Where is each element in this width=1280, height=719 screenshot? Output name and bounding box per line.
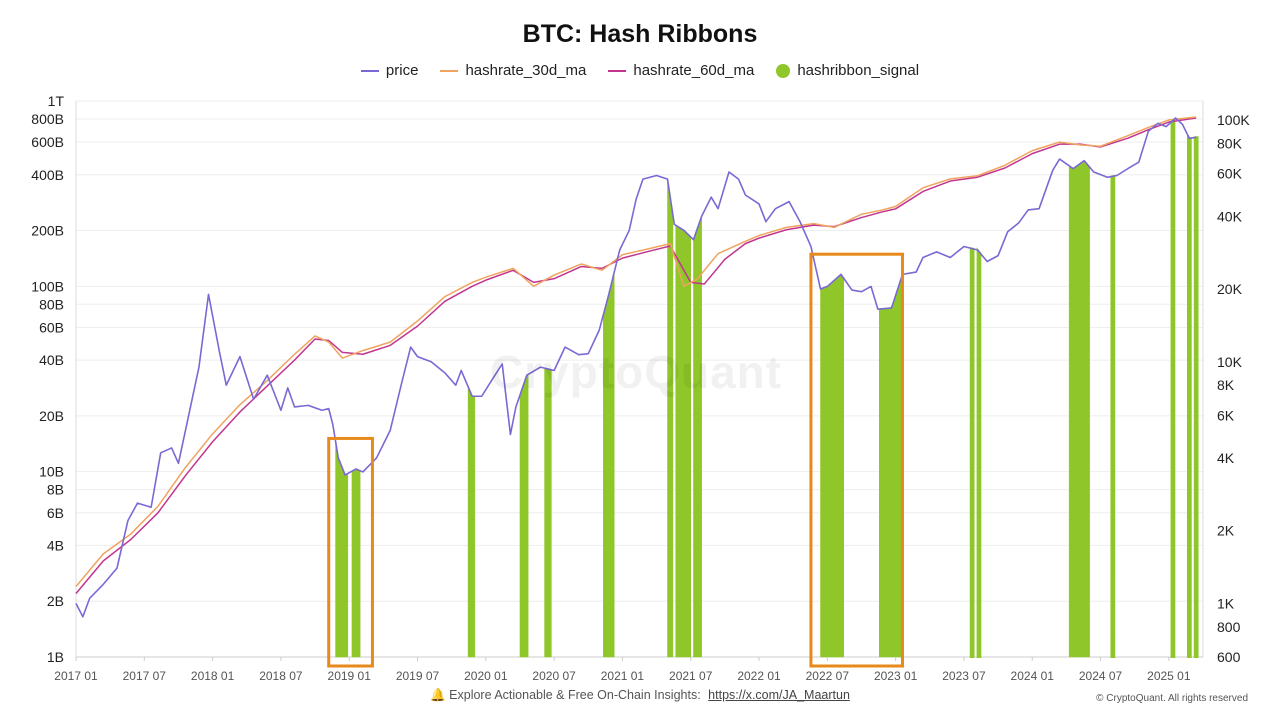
hashribbon-signal-bar (976, 247, 982, 658)
hashribbon-signal-bar (544, 367, 552, 658)
hashrate-60d-swatch (608, 69, 627, 72)
highlight-box (327, 436, 374, 668)
legend-item-price[interactable]: price (360, 62, 419, 79)
legend-label: hashrate_30d_ma (465, 62, 587, 79)
footer-text: Explore Actionable & Free On-Chain Insig… (449, 688, 701, 702)
x-tick-label: 2017 07 (123, 669, 167, 683)
right-tick-label: 800 (1217, 619, 1241, 635)
right-tick-label: 4K (1217, 450, 1235, 466)
left-tick-label: 2B (47, 593, 64, 609)
price-swatch (360, 69, 379, 72)
x-tick-label: 2025 01 (1147, 669, 1191, 683)
right-tick-label: 8K (1217, 377, 1235, 393)
legend-label: hashrate_60d_ma (633, 62, 755, 79)
right-tick-label: 80K (1217, 136, 1243, 152)
series-line-hashrate-30d-ma (75, 116, 1197, 588)
x-tick-label: 2018 07 (259, 669, 303, 683)
legend-item-hashrate-60d[interactable]: hashrate_60d_ma (608, 62, 754, 79)
hashribbon-signal-bar (603, 272, 615, 658)
left-tick-label: 60B (39, 319, 64, 335)
x-tick-label: 2022 01 (737, 669, 781, 683)
hashribbon-signal-bar (1170, 117, 1176, 658)
x-tick-label: 2019 07 (396, 669, 440, 683)
x-tick-label: 2019 01 (328, 669, 372, 683)
right-tick-label: 6K (1217, 407, 1235, 423)
right-tick-label: 1K (1217, 595, 1235, 611)
legend: price hashrate_30d_ma hashrate_60d_ma ha… (0, 62, 1280, 79)
left-tick-label: 1T (48, 93, 65, 109)
left-tick-label: 80B (39, 296, 64, 312)
footer-link[interactable]: https://x.com/JA_Maartun (708, 688, 850, 702)
x-tick-label: 2022 07 (806, 669, 850, 683)
hashrate-30d-swatch (440, 69, 459, 72)
chart-title: BTC: Hash Ribbons (522, 20, 758, 48)
left-tick-label: 20B (39, 408, 64, 424)
hashribbon-signal-bar (675, 224, 691, 658)
right-tick-label: 20K (1217, 281, 1243, 297)
right-tick-label: 600 (1217, 649, 1241, 665)
legend-item-signal[interactable]: hashribbon_signal (776, 62, 919, 79)
left-tick-label: 4B (47, 537, 64, 553)
legend-item-hashrate-30d[interactable]: hashrate_30d_ma (440, 62, 586, 79)
left-tick-label: 10B (39, 464, 64, 480)
bell-icon: 🔔 (430, 688, 446, 702)
x-tick-label: 2024 07 (1079, 669, 1123, 683)
hashribbon-signal-bar (878, 278, 902, 658)
left-tick-label: 400B (31, 167, 64, 183)
watermark: CryptoQuant (490, 346, 783, 398)
right-tick-label: 60K (1217, 166, 1243, 182)
left-tick-label: 1B (47, 649, 64, 665)
legend-label: price (385, 62, 419, 79)
left-tick-label: 8B (47, 482, 64, 498)
hashribbon-signal-bar (969, 246, 975, 658)
x-tick-label: 2020 01 (464, 669, 508, 683)
hashribbon-signal-bar (519, 373, 529, 658)
right-tick-label: 40K (1217, 208, 1243, 224)
left-tick-label: 40B (39, 352, 64, 368)
hashribbon-signal-bar (1193, 136, 1199, 658)
series-line-hashrate-60d-ma (75, 117, 1197, 595)
left-tick-label: 800B (31, 111, 64, 127)
left-tick-label: 200B (31, 223, 64, 239)
x-tick-label: 2020 07 (532, 669, 576, 683)
hashribbon-signal-bar (1068, 160, 1090, 658)
hashribbon-signal-bar (1110, 174, 1116, 658)
x-tick-label: 2017 01 (54, 669, 98, 683)
hashribbon-signal-bar (467, 386, 476, 658)
hashribbon-signal-bar (1186, 135, 1192, 658)
hashribbon-signal-bar (351, 468, 361, 658)
right-tick-label: 10K (1217, 354, 1243, 370)
x-tick-label: 2021 07 (669, 669, 713, 683)
footer: 🔔 Explore Actionable & Free On-Chain Ins… (0, 688, 1280, 703)
copyright: © CryptoQuant. All rights reserved (1096, 693, 1248, 704)
hashribbon-signal-bar (820, 274, 844, 658)
x-tick-label: 2021 01 (601, 669, 645, 683)
left-tick-label: 6B (47, 505, 64, 521)
x-tick-label: 2023 07 (942, 669, 986, 683)
left-tick-label: 600B (31, 134, 64, 150)
left-tick-label: 100B (31, 278, 64, 294)
right-tick-label: 2K (1217, 523, 1235, 539)
x-tick-label: 2018 01 (191, 669, 235, 683)
highlight-box (809, 252, 904, 668)
signal-swatch (776, 63, 791, 78)
right-tick-label: 100K (1217, 112, 1250, 128)
legend-label: hashribbon_signal (797, 62, 920, 79)
series-line-price (75, 117, 1197, 618)
x-tick-label: 2024 01 (1011, 669, 1055, 683)
x-tick-label: 2023 01 (874, 669, 918, 683)
